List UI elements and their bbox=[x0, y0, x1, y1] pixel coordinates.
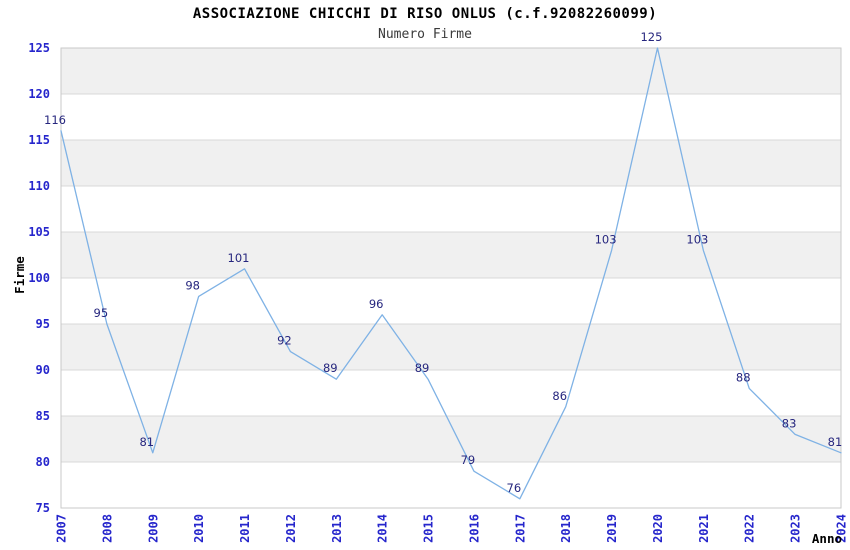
value-label: 103 bbox=[595, 232, 617, 246]
value-label: 83 bbox=[782, 416, 797, 430]
value-label: 98 bbox=[185, 278, 200, 292]
value-label: 86 bbox=[552, 389, 567, 403]
x-tick-label: 2013 bbox=[330, 514, 344, 543]
value-label: 79 bbox=[461, 453, 476, 467]
x-tick-label: 2010 bbox=[192, 514, 206, 543]
x-tick-label: 2021 bbox=[697, 514, 711, 543]
y-tick-label: 125 bbox=[28, 41, 50, 55]
value-label: 101 bbox=[228, 251, 250, 265]
x-tick-labels: 2007 2008 2009 2010 2011 2012 2013 2014 2015 2016… bbox=[55, 514, 849, 543]
y-tick-label: 120 bbox=[28, 87, 50, 101]
y-tick-label: 85 bbox=[36, 409, 50, 423]
x-tick-label: 2008 bbox=[100, 514, 114, 543]
value-label: 81 bbox=[139, 435, 154, 449]
y-grid bbox=[61, 93, 841, 463]
x-tick-label: 2020 bbox=[651, 514, 665, 543]
y-tick-label: 80 bbox=[36, 455, 50, 469]
x-tick-label: 2022 bbox=[743, 514, 757, 543]
value-label: 92 bbox=[277, 334, 292, 348]
x-tick-label: 2011 bbox=[238, 514, 252, 543]
x-tick-label: 2024 bbox=[835, 514, 849, 543]
y-tick-label: 100 bbox=[28, 271, 50, 285]
chart-subtitle: Numero Firme bbox=[378, 27, 472, 42]
x-tick-label: 2007 bbox=[55, 514, 69, 543]
y-tick-label: 110 bbox=[28, 179, 50, 193]
y-axis-title: Firme bbox=[12, 256, 27, 294]
y-tick-label: 115 bbox=[28, 133, 50, 147]
value-label: 103 bbox=[686, 232, 708, 246]
y-tick-label: 95 bbox=[36, 317, 50, 331]
y-tick-label: 105 bbox=[28, 225, 50, 239]
value-label: 89 bbox=[323, 361, 338, 375]
value-label: 88 bbox=[736, 370, 751, 384]
value-label: 116 bbox=[44, 113, 66, 127]
y-tick-labels: 75 80 85 90 95 100 105 110 115 120 125 bbox=[28, 41, 50, 515]
value-label: 89 bbox=[415, 361, 430, 375]
alt-bands bbox=[61, 48, 841, 462]
value-labels: 116 95 81 98 101 92 89 96 89 79 76 86 103 125 103 88 83 8… bbox=[44, 30, 842, 495]
x-tick-label: 2017 bbox=[513, 514, 527, 543]
y-tick-label: 90 bbox=[36, 363, 50, 377]
value-label: 125 bbox=[640, 30, 662, 44]
chart-title: ASSOCIAZIONE CHICCHI DI RISO ONLUS (c.f.… bbox=[192, 6, 658, 22]
value-label: 76 bbox=[507, 481, 522, 495]
series-line bbox=[60, 47, 842, 500]
x-tick-label: 2023 bbox=[789, 514, 803, 543]
y-tick-label: 75 bbox=[36, 501, 50, 515]
x-tick-label: 2012 bbox=[284, 514, 298, 543]
value-label: 81 bbox=[828, 435, 843, 449]
x-tick-label: 2016 bbox=[467, 514, 481, 543]
x-tick-label: 2015 bbox=[422, 514, 436, 543]
x-tick-label: 2018 bbox=[559, 514, 573, 543]
x-tick-label: 2019 bbox=[605, 514, 619, 543]
value-label: 96 bbox=[369, 297, 384, 311]
x-axis-title: Anno bbox=[812, 531, 842, 546]
plot-border bbox=[60, 47, 842, 509]
x-tick-label: 2009 bbox=[146, 514, 160, 543]
value-label: 95 bbox=[94, 306, 109, 320]
x-tick-label: 2014 bbox=[376, 514, 390, 543]
